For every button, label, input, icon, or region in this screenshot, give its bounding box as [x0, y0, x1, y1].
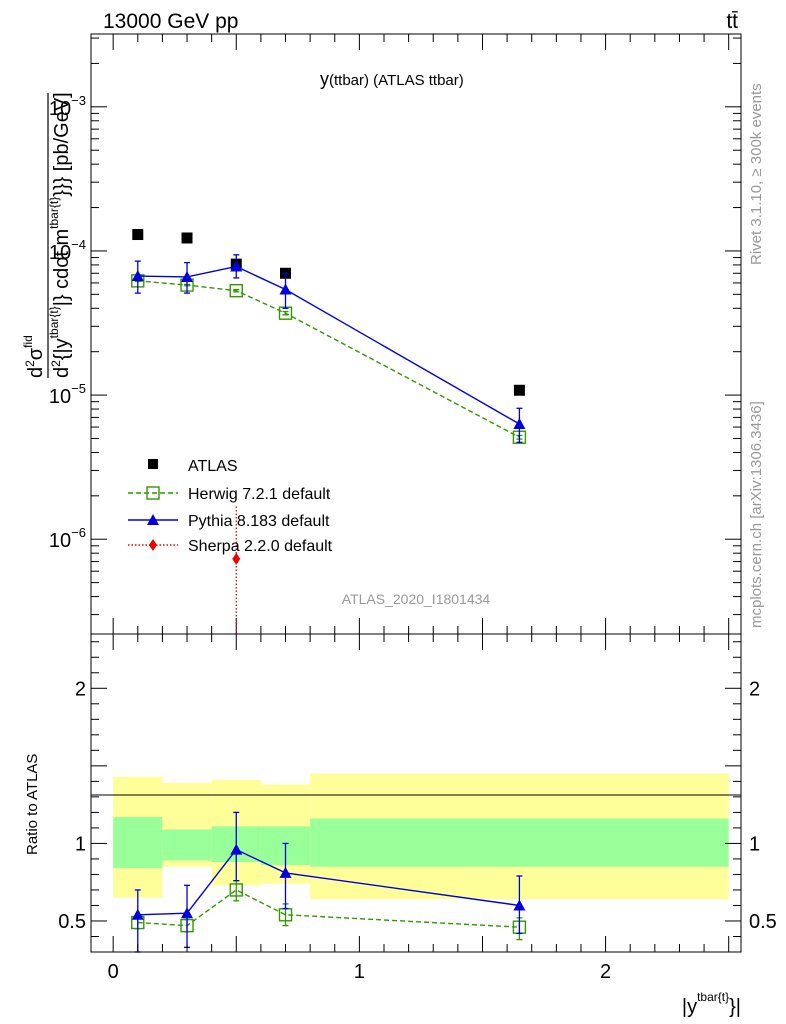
- header-left-title: 13000 GeV pp: [103, 10, 238, 33]
- main-data-layer: [131, 229, 527, 634]
- ratio-point: [229, 883, 243, 897]
- svg-text:d2σfid: d2σfid: [21, 335, 47, 378]
- ylabel-mid: |} cdot m: [51, 229, 73, 306]
- ratio-panel: 0.5 0.5 1 1 2 2 0 1 2 Ratio to ATLAS |ytbar{t}}|: [24, 633, 777, 1018]
- series-sherpa: [232, 504, 241, 634]
- data-point: [279, 283, 292, 295]
- ratio-point: [181, 907, 194, 919]
- ratio-y-tick-label-right: 0.5: [749, 911, 777, 933]
- series-herwig: [131, 274, 527, 444]
- data-point: [229, 283, 243, 298]
- ratio-y-axis-label: Ratio to ATLAS: [24, 754, 41, 855]
- ylabel-sigma: σ: [25, 347, 47, 360]
- y-tick-label: 10−6: [49, 525, 86, 552]
- y-tick-label: 10−5: [49, 381, 86, 408]
- data-point: [132, 229, 144, 241]
- ratio-y-tick-label-right: 2: [749, 678, 760, 700]
- xlabel-close: }|: [729, 996, 741, 1018]
- legend-atlas-label: ATLAS: [188, 458, 238, 475]
- ylabel-d: d: [25, 367, 47, 378]
- rivet-version-label: Rivet 3.1.10, ≥ 300k events: [748, 83, 765, 265]
- ratio-data-layer: [131, 811, 527, 953]
- ratio-axis-ticks: 0.5 0.5 1 1 2 2 0 1 2: [58, 634, 777, 983]
- legend-herwig-marker: [146, 486, 160, 500]
- series-pythia: [131, 254, 526, 443]
- ratio-point: [513, 899, 526, 911]
- band-inner: [310, 818, 729, 867]
- ratio-y-tick-label-left: 0.5: [58, 911, 86, 933]
- data-point: [513, 384, 525, 396]
- xlabel-base: |y: [682, 996, 697, 1018]
- series-line: [137, 280, 520, 438]
- main-panel: 10−610−510−410−3 y(ttbar) (ATLAS ttbar) …: [21, 33, 742, 635]
- ylabel-open: {|y: [51, 338, 73, 360]
- legend-sherpa-marker: [149, 539, 157, 551]
- main-y-axis-label: d2σfid d2{|ytbar{t}|} cdot mtbar{t}}}} […: [21, 92, 73, 378]
- legend-sherpa-label: Sherpa 2.2.0 default: [188, 538, 333, 555]
- band-inner: [162, 829, 212, 861]
- ratio-y-tick-label-left: 2: [75, 678, 86, 700]
- mcplots-label: mcplots.cern.ch [arXiv:1306.3436]: [748, 401, 765, 628]
- y-tick-label: 10−3: [49, 93, 86, 120]
- ratio-x-tick-label: 0: [108, 961, 119, 983]
- ylabel-exp2: 2: [49, 360, 63, 367]
- series-line: [137, 265, 520, 425]
- ratio-series-line: [137, 889, 520, 928]
- ylabel-ysup: tbar{t}: [47, 306, 61, 338]
- ratio-panel-frame: [90, 633, 742, 953]
- ylabel-d2: d: [51, 367, 73, 378]
- data-point: [181, 232, 193, 244]
- legend-pythia-label: Pythia 8.183 default: [188, 513, 330, 530]
- data-point: [232, 552, 241, 565]
- ratio-y-tick-label-right: 1: [749, 833, 760, 855]
- data-point: [181, 270, 194, 282]
- data-point: [230, 260, 243, 272]
- ylabel-msup: tbar{t}: [47, 197, 61, 229]
- main-axis-ticks: 10−6 10−5 10−4 10−3: [49, 34, 741, 634]
- ratio-point: [131, 908, 144, 920]
- data-point: [131, 270, 144, 282]
- ylabel-fid: fid: [21, 335, 35, 348]
- band-inner: [113, 817, 163, 869]
- chart-title-main: y: [320, 69, 329, 89]
- xlabel-sup: tbar{t}: [697, 990, 729, 1004]
- ratio-uncertainty-bands: [113, 773, 729, 900]
- y-tick-label: 10−4: [49, 237, 86, 264]
- ylabel-close: }}} [pb/GeV]: [51, 92, 73, 197]
- chart-title: y(ttbar) (ATLAS ttbar): [320, 69, 464, 89]
- ratio-series-pythia: [131, 811, 526, 953]
- header-right-title: tt̄: [726, 10, 738, 33]
- series-data: [132, 229, 525, 396]
- ratio-point: [230, 843, 243, 855]
- ratio-y-tick-label-left: 1: [75, 833, 86, 855]
- ratio-x-tick-label: 2: [600, 961, 611, 983]
- ylabel-exp: 2: [23, 360, 37, 367]
- data-point: [513, 418, 526, 430]
- svg-text:d2{|ytbar{t}|} cdot mtbar{t}}}: d2{|ytbar{t}|} cdot mtbar{t}}}} [pb/GeV]: [47, 92, 73, 378]
- ratio-x-axis-label: |ytbar{t}}|: [682, 990, 741, 1018]
- legend-herwig-label: Herwig 7.2.1 default: [188, 486, 331, 503]
- ratio-x-tick-label: 1: [354, 961, 365, 983]
- ratio-point: [279, 866, 292, 878]
- legend: ATLAS Herwig 7.2.1 default Pythia 8.183 …: [128, 458, 333, 555]
- legend-atlas-marker: [148, 459, 158, 469]
- legend-pythia-marker: [147, 514, 159, 525]
- chart-title-sub: (ttbar) (ATLAS ttbar): [329, 72, 464, 89]
- analysis-label: ATLAS_2020_I1801434: [342, 591, 491, 607]
